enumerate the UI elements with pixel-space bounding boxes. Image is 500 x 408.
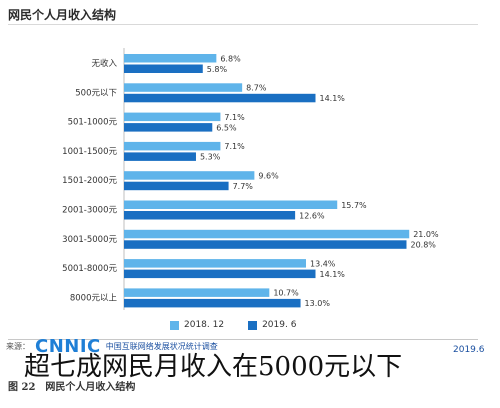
bar-chart: 无收入6.8%5.8%500元以下8.7%14.1%501-1000元7.1%6… <box>62 48 439 310</box>
source-prefix: 来源： <box>6 342 30 351</box>
data-label: 5.8% <box>207 65 228 74</box>
footer-divider <box>8 339 478 340</box>
category-label: 5001-8000元 <box>62 264 117 274</box>
legend-label-2018: 2018. 12 <box>184 320 225 330</box>
category-label: 1001-1500元 <box>62 147 117 157</box>
bar-2019 <box>124 181 229 191</box>
legend-item-2019: 2019. 6 <box>248 320 296 330</box>
legend-item-2018: 2018. 12 <box>170 320 224 330</box>
data-label: 21.0% <box>413 230 439 239</box>
bar-2019 <box>124 123 213 132</box>
headline-overlay: 超七成网民月收入在5000元以下 <box>24 352 403 382</box>
data-label: 6.8% <box>220 54 241 63</box>
bar-2018 <box>124 200 338 209</box>
figure-caption: 图 22 网民个人月收入结构 <box>8 382 136 393</box>
data-label: 13.4% <box>310 259 336 268</box>
data-label: 13.0% <box>305 299 331 308</box>
bar-2018 <box>124 141 221 151</box>
category-label: 1501-2000元 <box>62 176 117 186</box>
data-label: 14.1% <box>319 94 345 103</box>
bar-2019 <box>124 211 296 220</box>
data-label: 14.1% <box>319 270 345 279</box>
data-label: 12.6% <box>299 211 325 220</box>
legend: 2018. 12 2019. 6 <box>170 320 296 330</box>
bar-2019 <box>124 93 316 103</box>
bar-2019 <box>124 64 203 73</box>
data-label: 8.7% <box>246 84 267 93</box>
bar-2018 <box>124 54 217 63</box>
data-label: 7.1% <box>224 142 245 151</box>
category-label: 501-1000元 <box>68 118 118 128</box>
category-label: 3001-5000元 <box>62 235 117 245</box>
bar-2018 <box>124 112 221 122</box>
title-divider <box>8 24 478 25</box>
category-label: 2001-3000元 <box>62 206 117 216</box>
category-label: 8000元以上 <box>70 293 118 303</box>
bar-2019 <box>124 152 196 161</box>
legend-swatch-2019 <box>248 320 258 330</box>
source-year: 2019.6 <box>453 345 485 355</box>
bar-2019 <box>124 240 407 249</box>
data-label: 5.3% <box>200 153 221 162</box>
bar-2019 <box>124 298 301 308</box>
data-label: 7.7% <box>233 182 254 191</box>
chart-title: 网民个人月收入结构 <box>8 8 117 22</box>
source-description: 中国互联网络发展状况统计调查 <box>105 342 218 351</box>
source-line: 来源： CNNIC 中国互联网络发展状况统计调查 <box>6 336 218 357</box>
bar-2019 <box>124 269 316 279</box>
data-label: 20.8% <box>410 241 436 250</box>
data-label: 7.1% <box>224 113 245 122</box>
data-label: 10.7% <box>273 289 299 298</box>
data-label: 9.6% <box>258 172 279 181</box>
data-label: 6.5% <box>216 123 237 132</box>
legend-swatch-2018 <box>170 320 179 330</box>
bar-2018 <box>124 171 255 180</box>
bar-2018 <box>124 259 306 268</box>
bar-2018 <box>124 229 410 239</box>
data-label: 15.7% <box>341 201 367 210</box>
legend-label-2019: 2019. 6 <box>262 320 297 330</box>
cnnic-logo: CNNIC <box>35 336 101 357</box>
category-label: 500元以下 <box>75 88 117 98</box>
bar-2018 <box>124 83 243 92</box>
category-label: 无收入 <box>91 58 117 69</box>
bar-2018 <box>124 288 270 297</box>
